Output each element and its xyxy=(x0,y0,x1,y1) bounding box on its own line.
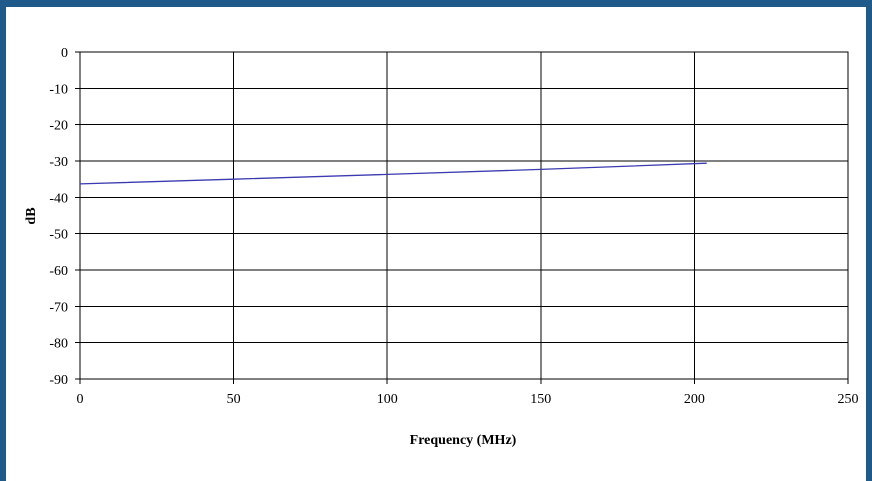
y-tick-label: -70 xyxy=(49,300,68,315)
grid xyxy=(75,51,849,384)
y-tick-label: -80 xyxy=(49,337,68,352)
y-tick-label: -60 xyxy=(49,264,68,279)
y-tick-label: -50 xyxy=(49,228,68,243)
tick-labels: 0 -10 -20 -30 -40 -50 -60 -70 -80 -90 0 50 100 150 200… xyxy=(49,46,858,407)
x-tick-label: 200 xyxy=(684,392,705,407)
y-axis-title: dB xyxy=(24,207,39,224)
y-tick-label: -40 xyxy=(49,191,68,206)
plot-area-border xyxy=(79,51,849,380)
y-tick-label: -10 xyxy=(49,82,68,97)
series-line xyxy=(79,162,707,185)
y-tick-label: 0 xyxy=(61,46,68,61)
x-tick-label: 250 xyxy=(838,392,859,407)
series-layer xyxy=(79,162,707,185)
y-tick-label: -30 xyxy=(49,155,68,170)
x-axis-title: Frequency (MHz) xyxy=(410,433,517,448)
x-tick-label: 150 xyxy=(530,392,551,407)
y-tick-label: -90 xyxy=(49,373,68,388)
x-tick-label: 100 xyxy=(377,392,398,407)
y-tick-label: -20 xyxy=(49,119,68,134)
x-tick-label: 50 xyxy=(227,392,241,407)
x-tick-label: 0 xyxy=(77,392,84,407)
